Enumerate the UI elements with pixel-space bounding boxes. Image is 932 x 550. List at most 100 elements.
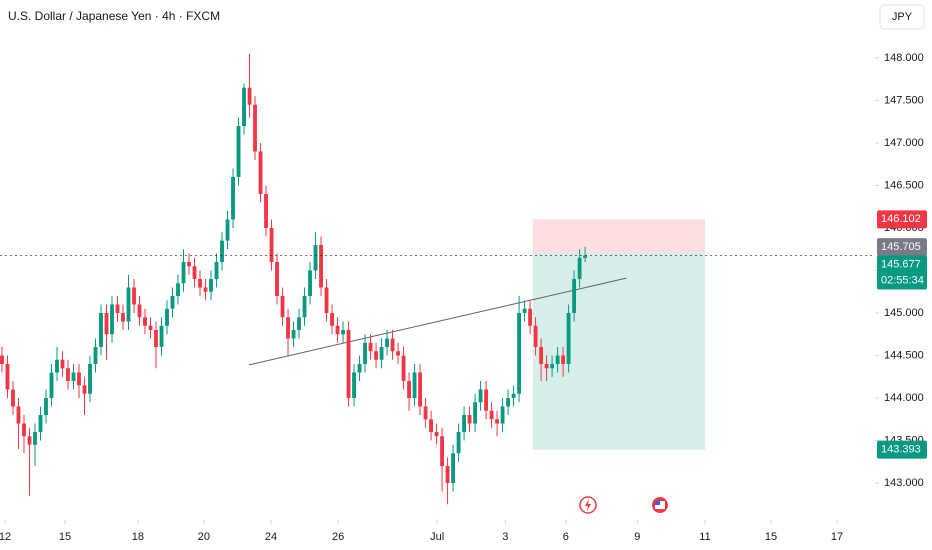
candle-body [181,261,186,284]
candle-body [324,287,329,314]
candle-body [170,296,175,309]
target-label: 143.393 [881,444,921,456]
x-tick-label: 11 [699,531,710,543]
candle-body [528,308,533,326]
candle-body [451,453,455,484]
candle-body [313,244,318,271]
candle-body [319,244,323,288]
candle-body [0,355,4,365]
stop-badge [877,210,927,229]
candle-body [495,419,500,424]
candle-body [121,313,125,322]
target-badge [877,440,927,459]
candle-body [60,359,65,369]
candle-body [484,389,488,411]
candle-body [506,398,511,407]
stop-label: 146.102 [881,213,921,225]
candle-body [352,372,356,399]
candle-body [22,423,26,437]
trendline [248,277,627,366]
candle-body [346,330,351,399]
candle-body [572,278,577,314]
candle-body [88,364,92,394]
candle-body [434,432,439,437]
last-price-label: 145.677 [881,258,921,270]
candle-body [154,330,158,348]
candle-body [583,255,588,258]
x-tick-label: 3 [502,531,508,543]
candle-body [467,415,472,424]
candle-body [148,325,153,331]
x-tick-label: 17 [831,531,843,543]
candle-body [264,193,268,228]
event-icon-bolt [585,499,591,511]
stop-zone [532,219,706,254]
candle-body [236,125,241,177]
candle-body [379,347,384,360]
countdown: 02:55:34 [881,274,924,286]
candle-body [533,325,538,348]
candle-body [429,419,433,433]
candle-body [192,266,197,279]
currency-label[interactable]: JPY [892,11,913,23]
candle-body [66,368,70,382]
event-icons [579,496,668,514]
candle-body [242,87,246,126]
flag-canton [655,501,660,505]
candle-body [363,342,367,365]
candle-body [555,355,560,365]
candle-body [38,415,43,433]
candle-body [258,151,263,194]
candle-body [198,278,202,288]
candle-body [473,402,477,424]
x-tick-label: 15 [765,531,777,543]
y-tick-label: 144.500 [884,349,924,361]
candle-body [489,410,494,420]
candle-body [335,325,340,335]
candle-body [214,261,219,279]
candle-body [385,338,389,348]
x-tick-label: 24 [265,531,277,543]
y-tick-label: 147.500 [884,94,924,106]
candle-body [440,436,444,467]
candle-body [115,304,120,314]
candle-body [165,308,169,326]
candle-body [44,398,48,416]
candle-body [203,287,208,292]
chart-title: U.S. Dollar / Japanese Yen · 4h · FXCM [8,9,220,23]
x-tick-label: Jul [430,531,444,543]
x-tick-label: 12 [0,531,11,543]
y-tick-label: 143.000 [884,477,924,489]
candle-body [561,355,566,365]
y-tick-label: 146.500 [884,179,924,191]
plot: 148.000147.500147.000146.500146.000145.5… [0,52,927,543]
candle-body [55,359,59,373]
candle-body [522,308,527,314]
y-tick-label: 148.000 [884,52,924,64]
candle-body [99,313,103,348]
y-tick-label: 147.000 [884,137,924,149]
candle-body [423,406,428,420]
candle-body [577,257,582,279]
target-zone [532,253,706,450]
candle-body [126,287,131,322]
candle-body [478,389,483,403]
candle-body [110,304,114,335]
candle-body [390,338,395,352]
candle-body [412,372,417,399]
candle-body [297,317,301,331]
candle-body [341,330,345,335]
candle-body [132,287,136,305]
candle-body [407,381,411,399]
candle-body [286,317,290,339]
candle-body [539,347,544,365]
candle-body [77,372,81,386]
candle-body [330,313,334,326]
candle-body [308,270,312,297]
candle-body [550,364,555,369]
currency-button[interactable] [879,4,925,30]
candle-body [368,342,373,352]
x-tick-label: 15 [59,531,71,543]
x-tick-label: 20 [198,531,210,543]
